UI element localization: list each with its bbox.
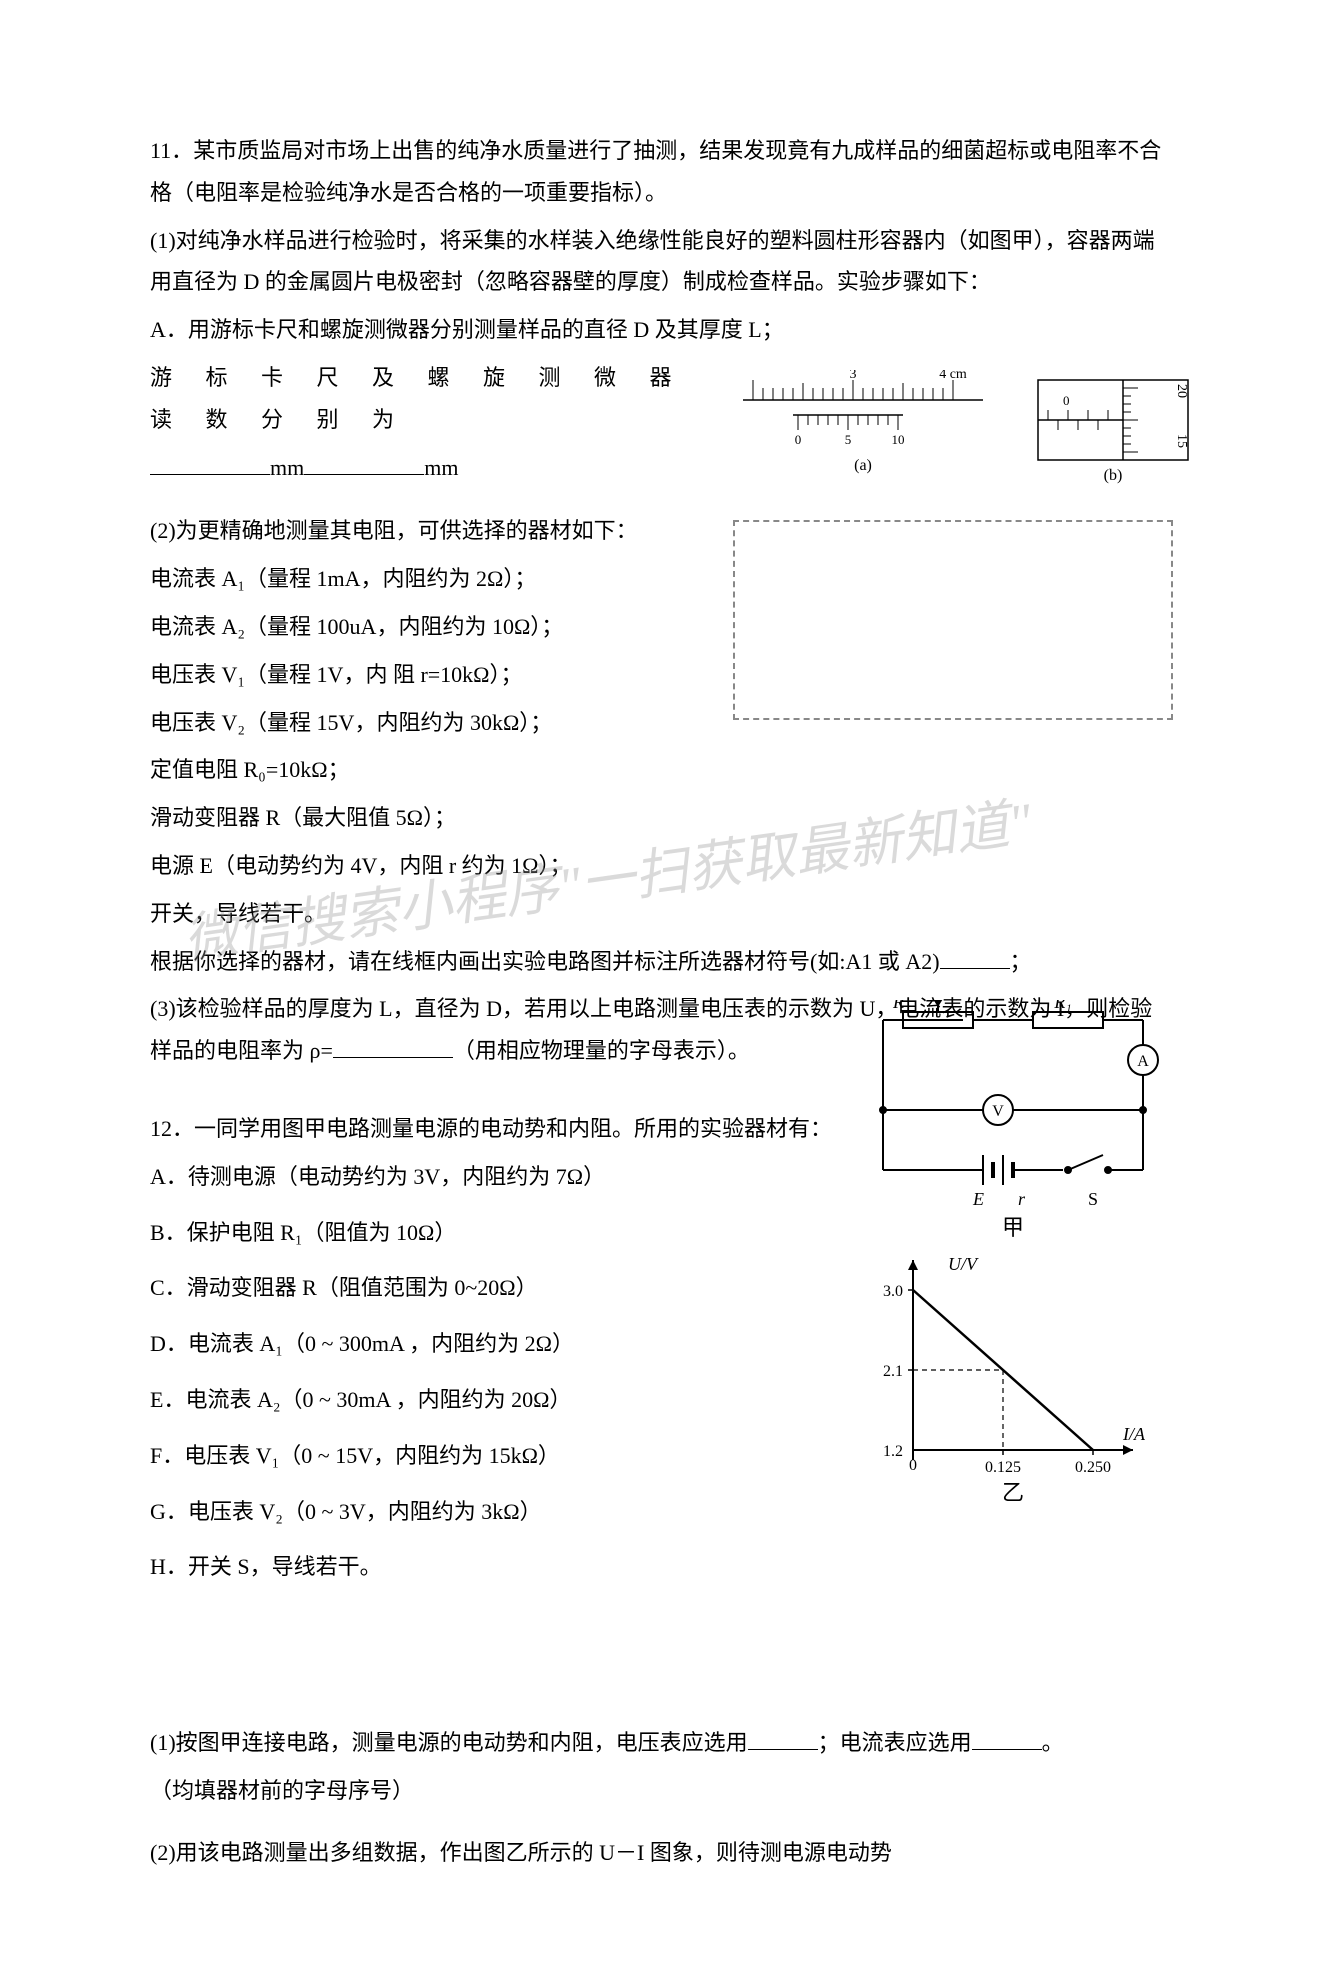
q12-B: B．保护电阻 R₁（阻值为 10Ω）: [150, 1212, 690, 1254]
ruler-figures: 3 4 cm 0 5 10 (a): [733, 370, 1173, 490]
blank-eq: [940, 942, 1010, 968]
q11-p1: (1)对纯净水样品进行检验时，将采集的水样装入绝缘性能良好的塑料圆柱形容器内（如…: [150, 220, 1173, 304]
svg-text:甲: 甲: [1002, 1215, 1024, 1240]
q11-eq8: 开关，导线若干。: [150, 893, 710, 935]
svg-text:R₁: R₁: [1053, 1000, 1071, 1012]
unit-mm2: mm: [424, 455, 458, 480]
svg-text:0: 0: [909, 1457, 917, 1474]
blank-a: [972, 1724, 1042, 1750]
q11-eq3: 电压表 V₁（量程 1V，内 阻 r=10kΩ）；: [150, 654, 710, 696]
svg-text:乙: 乙: [1002, 1480, 1024, 1505]
q11-eq2: 电流表 A₂（量程 100uA，内阻约为 10Ω）；: [150, 606, 710, 648]
blank-mm1: [150, 448, 270, 474]
svg-text:(a): (a): [854, 457, 872, 474]
svg-text:r: r: [1018, 1189, 1026, 1209]
ui-graph: 3.0 2.1 1.2 0 0.125 0.250 U/V I/A 乙: [863, 1250, 1163, 1510]
q11-eq4: 电压表 V₂（量程 15V，内阻约为 30kΩ）；: [150, 702, 710, 744]
q11-eq6: 滑动变阻器 R（最大阻值 5Ω）；: [150, 797, 710, 839]
q12-intro: 一同学用图甲电路测量电源的电动势和内阻。所用的实验器材有：: [194, 1116, 832, 1141]
blank-rho: [333, 1032, 453, 1058]
q12-A: A．待测电源（电动势约为 3V，内阻约为 7Ω）: [150, 1156, 690, 1198]
blank-v: [748, 1724, 818, 1750]
svg-text:0: 0: [1063, 393, 1070, 408]
svg-text:1.2: 1.2: [883, 1443, 903, 1460]
svg-text:0.250: 0.250: [1075, 1459, 1111, 1476]
q12-G: G．电压表 V₂（0 ~ 3V，内阻约为 3kΩ）: [150, 1491, 690, 1533]
q12-E: E．电流表 A₂（0 ~ 30mA ，内阻约为 20Ω）: [150, 1379, 690, 1421]
q11-semi: ；: [1010, 949, 1032, 974]
q12-C: C．滑动变阻器 R（阻值范围为 0~20Ω）: [150, 1267, 690, 1309]
svg-text:R: R: [892, 1000, 904, 1012]
q11-p1-A: A．用游标卡尺和螺旋测微器分别测量样品的直径 D 及其厚度 L；: [150, 309, 1173, 351]
q12-D: D．电流表 A₁（0 ~ 300mA ，内阻约为 2Ω）: [150, 1323, 690, 1365]
q12-p1a: (1)按图甲连接电路，测量电源的电动势和内阻，电压表应选用: [150, 1730, 748, 1755]
q12-p1-note: （均填器材前的字母序号）: [150, 1770, 1173, 1812]
unit-mm1: mm: [270, 455, 304, 480]
svg-text:20: 20: [1174, 384, 1189, 398]
q11-p2-end: 根据你选择的器材，请在线框内画出实验电路图并标注所选器材符号(如:A1 或 A2…: [150, 949, 940, 974]
circuit-diagram: R R₁ A E r S V 甲: [853, 1000, 1173, 1240]
svg-text:3: 3: [850, 370, 857, 382]
svg-text:(b): (b): [1104, 467, 1123, 484]
q11-p3b: （用相应物理量的字母表示）。: [453, 1038, 750, 1063]
micrometer: 0 20 15 (b): [1033, 370, 1193, 490]
q12-number: 12．: [150, 1116, 194, 1141]
q11-eq5: 定值电阻 R₀=10kΩ；: [150, 749, 710, 791]
blank-mm2: [304, 448, 424, 474]
q11-eq7: 电源 E（电动势约为 4V，内阻 r 约为 1Ω）；: [150, 845, 710, 887]
circuit-draw-box: [733, 520, 1173, 720]
svg-text:E: E: [972, 1189, 984, 1209]
svg-text:10: 10: [892, 432, 905, 447]
q11-p2: (2)为更精确地测量其电阻，可供选择的器材如下：: [150, 510, 710, 552]
q12-p1b: ；电流表应选用: [818, 1730, 972, 1755]
q11-number: 11．: [150, 138, 193, 163]
vernier-caliper: 3 4 cm 0 5 10 (a): [733, 370, 993, 490]
q12-p1c: 。: [1042, 1730, 1064, 1755]
svg-text:3.0: 3.0: [883, 1283, 903, 1300]
q12-p2: (2)用该电路测量出多组数据，作出图乙所示的 U－I 图象，则待测电源电动势: [150, 1832, 1173, 1874]
q12-F: F．电压表 V₁（0 ~ 15V，内阻约为 15kΩ）: [150, 1435, 690, 1477]
q11-p1-A2: 游 标 卡 尺 及 螺 旋 测 微 器 读 数 分 别 为: [150, 365, 686, 432]
svg-text:V: V: [992, 1103, 1004, 1120]
svg-text:S: S: [1088, 1189, 1098, 1209]
svg-text:U/V: U/V: [948, 1254, 979, 1274]
svg-text:A: A: [1137, 1053, 1149, 1070]
svg-text:2.1: 2.1: [883, 1363, 903, 1380]
q12-H: H．开关 S，导线若干。: [150, 1546, 690, 1588]
svg-text:0.125: 0.125: [985, 1459, 1021, 1476]
q11-intro: 某市质监局对市场上出售的纯净水质量进行了抽测，结果发现竟有九成样品的细菌超标或电…: [150, 138, 1161, 205]
q11-eq1: 电流表 A₁（量程 1mA，内阻约为 2Ω）；: [150, 558, 710, 600]
svg-text:15: 15: [1174, 434, 1189, 448]
svg-text:4 cm: 4 cm: [939, 370, 967, 382]
svg-text:0: 0: [795, 432, 802, 447]
svg-text:I/A: I/A: [1122, 1424, 1146, 1444]
svg-text:5: 5: [845, 432, 852, 447]
